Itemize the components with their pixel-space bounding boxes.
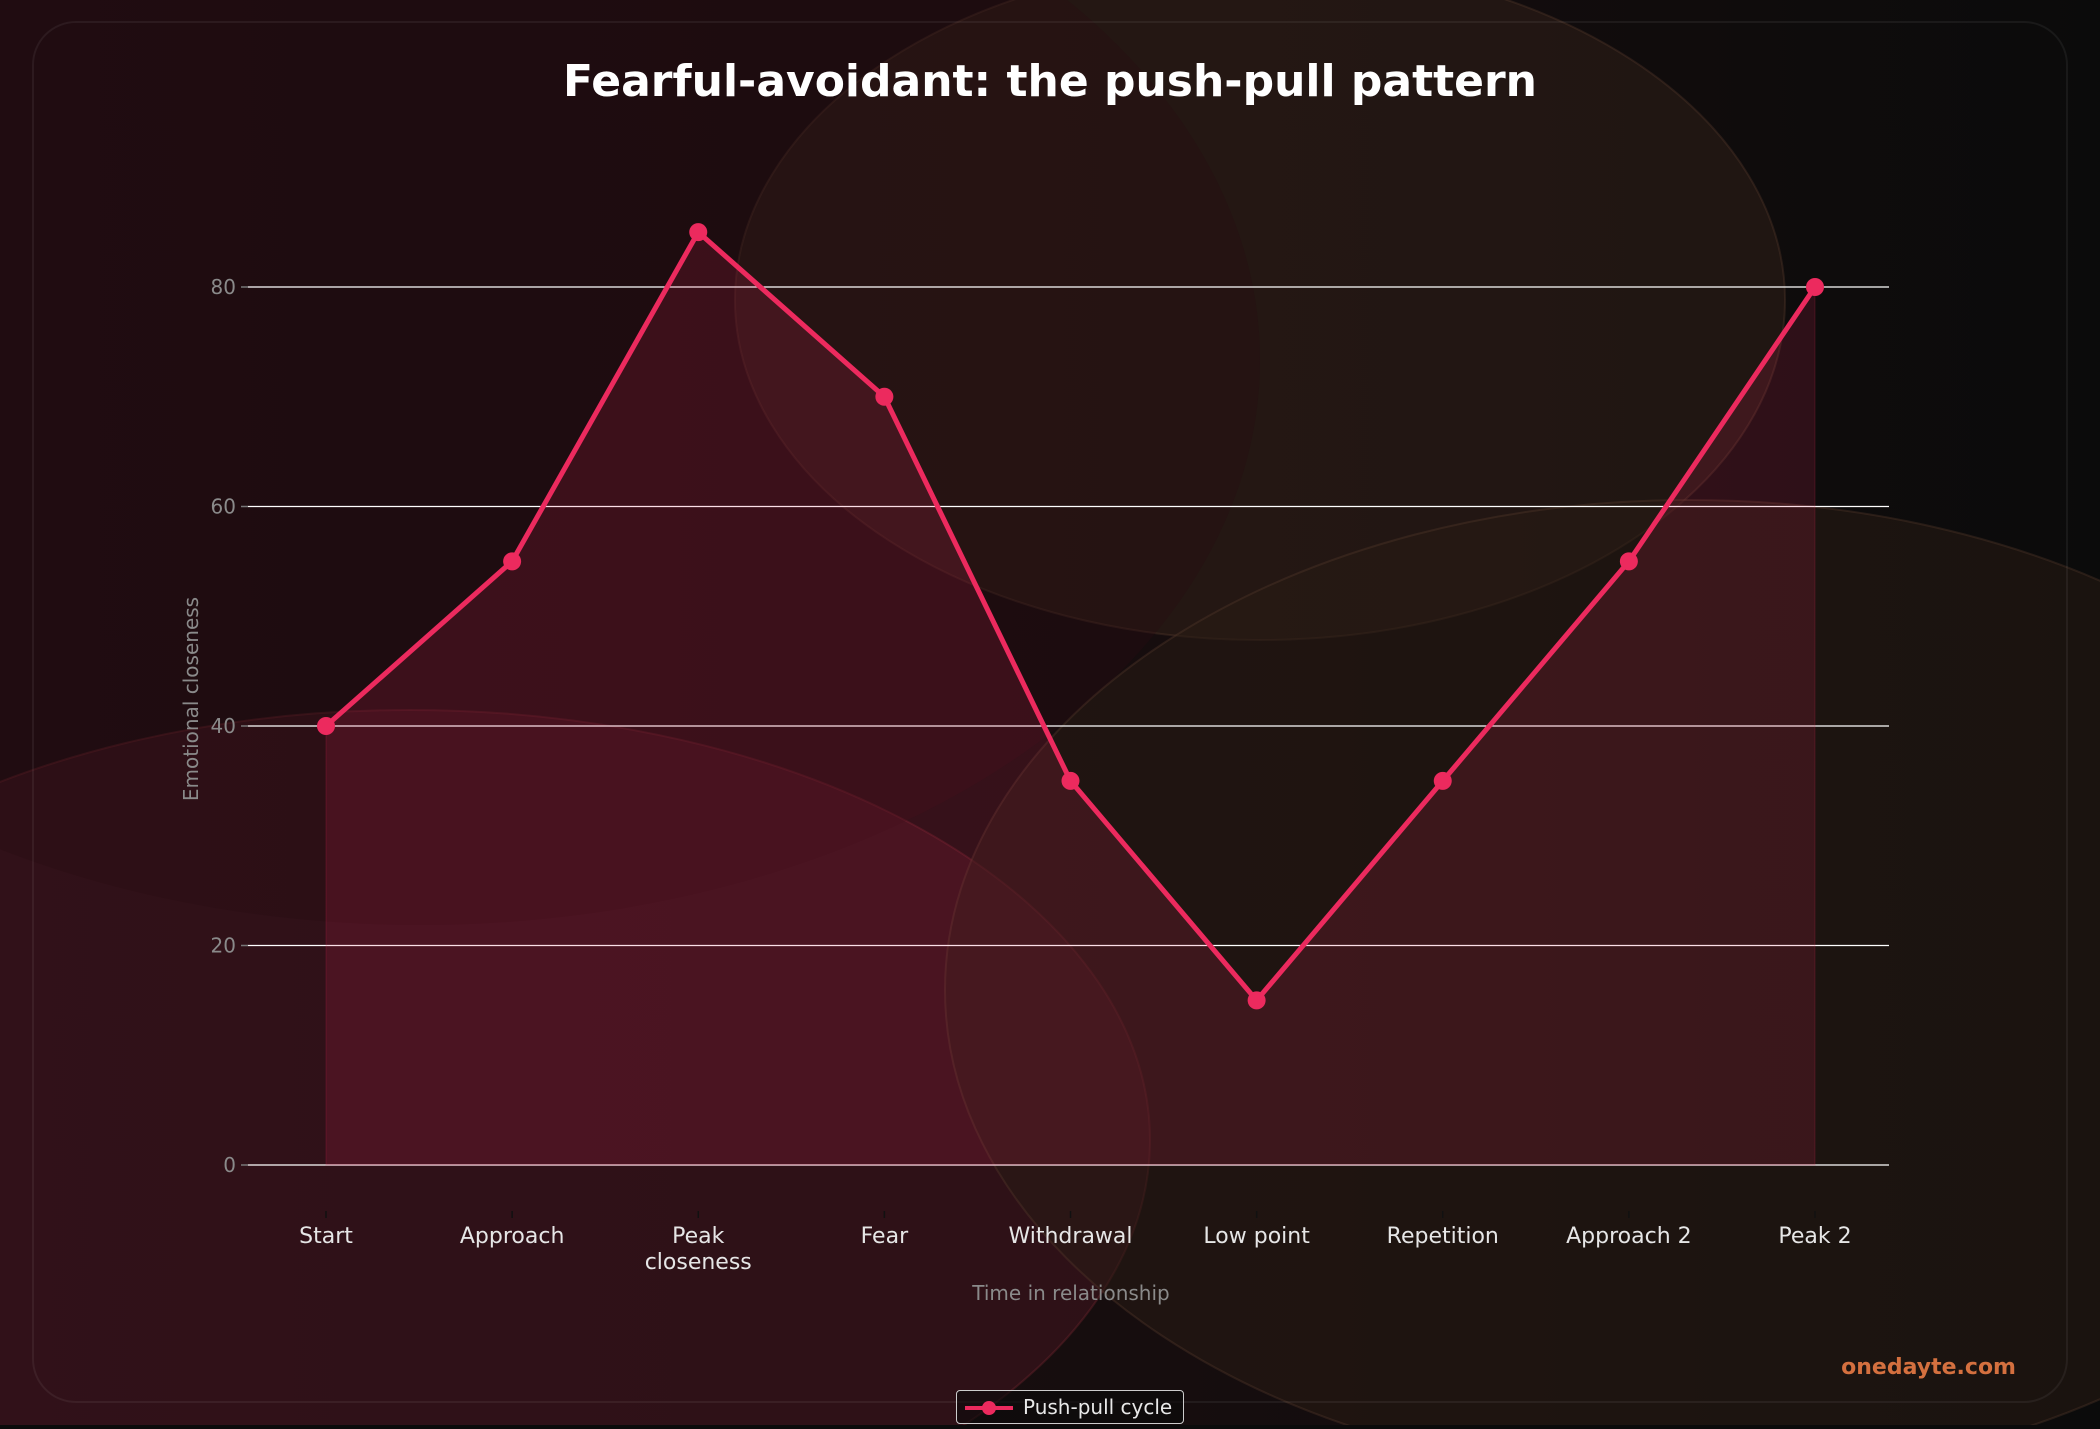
y-tick-label: 80 bbox=[211, 275, 236, 299]
data-point[interactable] bbox=[1247, 991, 1266, 1010]
legend-label: Push-pull cycle bbox=[1023, 1395, 1173, 1419]
data-series bbox=[317, 223, 1824, 1010]
x-tick-label: Peak closeness bbox=[645, 1224, 752, 1275]
data-point[interactable] bbox=[1619, 552, 1638, 571]
data-point[interactable] bbox=[875, 387, 894, 406]
x-tick-label: Peak 2 bbox=[1778, 1224, 1851, 1249]
x-axis-label: Time in relationship bbox=[971, 1281, 1169, 1305]
y-axis-ticks: 0 20 40 60 80 bbox=[211, 275, 248, 1177]
area-fill bbox=[325, 230, 1816, 1166]
legend: Push-pull cycle bbox=[956, 1390, 1184, 1424]
grid-lines bbox=[248, 286, 1889, 1166]
area-under-line bbox=[325, 230, 1816, 1166]
data-point[interactable] bbox=[1433, 771, 1452, 790]
y-tick-label: 60 bbox=[211, 495, 236, 519]
x-tick-label: Approach 2 bbox=[1566, 1224, 1692, 1249]
legend-line-marker-icon bbox=[965, 1397, 1013, 1417]
x-tick-label: Fear bbox=[861, 1224, 909, 1249]
x-tick-label: Low point bbox=[1203, 1224, 1310, 1249]
data-point[interactable] bbox=[503, 552, 522, 571]
chart-title: Fearful-avoidant: the push-pull pattern bbox=[563, 56, 1537, 107]
x-tick-label: Start bbox=[299, 1224, 353, 1249]
x-tick-label: Approach bbox=[460, 1224, 565, 1249]
data-point[interactable] bbox=[1061, 771, 1080, 790]
y-tick-label: 20 bbox=[211, 934, 236, 958]
y-axis-label: Emotional closeness bbox=[179, 597, 203, 801]
watermark: onedayte.com bbox=[1841, 1355, 2016, 1380]
data-point[interactable] bbox=[1806, 278, 1824, 296]
data-point[interactable] bbox=[689, 223, 708, 242]
data-point[interactable] bbox=[317, 717, 335, 735]
x-tick-label: Repetition bbox=[1387, 1224, 1499, 1249]
y-tick-label: 0 bbox=[223, 1153, 236, 1177]
x-axis-ticks: Start Approach Peak closeness Fear Withdrawal… bbox=[299, 1211, 1852, 1275]
y-tick-label: 40 bbox=[211, 714, 236, 738]
x-tick-label: Withdrawal bbox=[1008, 1224, 1132, 1249]
